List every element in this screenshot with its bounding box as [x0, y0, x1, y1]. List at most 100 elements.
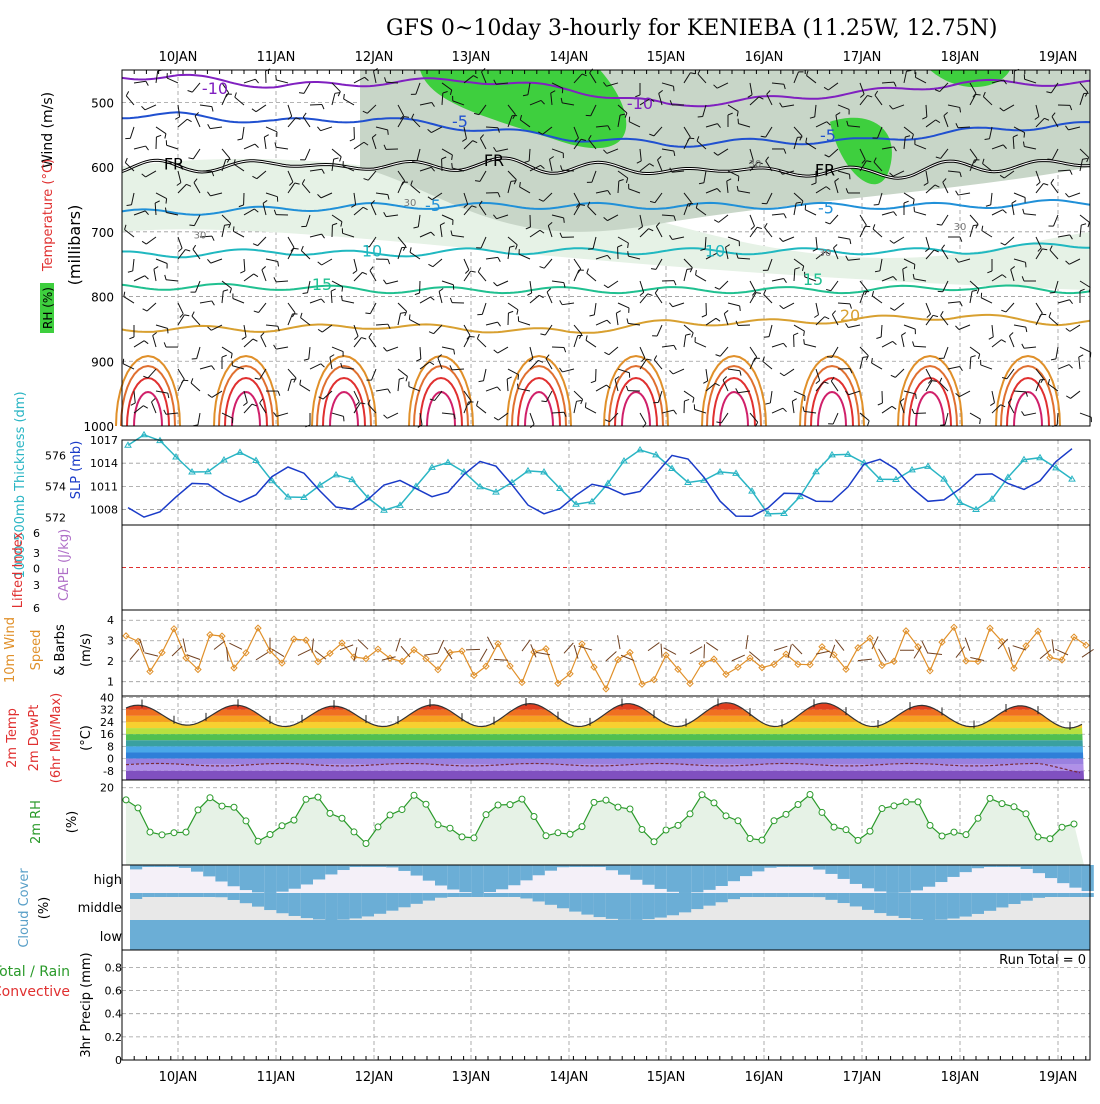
wind-barb: [881, 325, 882, 337]
wind-barb-flag: [687, 269, 692, 270]
wind10-barb: [564, 643, 573, 653]
wind-barb: [200, 301, 212, 303]
diurnal-contour: [720, 392, 748, 426]
wind-barb-flag: [696, 270, 697, 275]
cloud-mid-bar: [935, 893, 947, 920]
wind-barb: [420, 362, 430, 369]
cloud-mid-bar: [911, 893, 923, 919]
wind-barb-flag: [477, 334, 479, 339]
wind-barb-flag: [184, 315, 189, 316]
wind10-barb: [298, 649, 311, 655]
wind-barb-flag: [868, 421, 870, 426]
wind-barb: [860, 347, 868, 356]
wind-barb-flag: [892, 406, 896, 409]
wind10-barb: [928, 653, 942, 654]
wind-barb-flag: [651, 269, 656, 270]
precip-label-b: Convective: [0, 984, 70, 1000]
wind-barb: [370, 271, 376, 281]
contour-label: 15: [803, 270, 823, 289]
wind-barb-flag: [507, 377, 512, 379]
wind-barb-flag: [477, 401, 478, 406]
wind10-barb: [574, 645, 578, 658]
wind-barb-flag: [517, 310, 518, 315]
wind-barb: [370, 303, 376, 314]
wind-barb: [167, 78, 178, 83]
wind-barb: [608, 281, 618, 288]
wind-barb-flag: [300, 380, 301, 385]
pressure-tick: 700: [91, 226, 114, 240]
wind-barb: [706, 369, 708, 381]
cloud-high-bar: [472, 865, 484, 893]
wind-barb: [833, 413, 838, 424]
rh2m-point: [231, 804, 237, 810]
precip-tick: 0: [115, 1054, 122, 1067]
rh-contour-label: 30: [819, 248, 832, 259]
cloud-high-bar: [130, 865, 142, 869]
date-label-bottom: 17JAN: [843, 1070, 882, 1085]
cloud-high-bar: [1033, 865, 1045, 873]
rh2m-point: [159, 832, 165, 838]
cloud-mid-bar: [691, 893, 703, 909]
wind-barb-flag: [330, 355, 334, 358]
wind-barb: [222, 291, 223, 303]
wind-barb-flag: [400, 312, 405, 313]
wind10-barb: [835, 640, 844, 651]
wind-barb-flag: [674, 345, 676, 349]
wind-barb: [948, 302, 960, 303]
rh2m-point: [1059, 824, 1065, 830]
wind10-barb: [396, 638, 400, 651]
wind10-barb: [444, 647, 452, 659]
rh2m-point: [123, 797, 129, 803]
wind-barb-flag: [832, 311, 835, 315]
cloud-high-bar: [264, 865, 276, 893]
wind-barb: [222, 347, 232, 353]
wind-barb: [147, 303, 156, 311]
wind-barb-flag: [977, 289, 979, 294]
cloud-mid-bar: [947, 893, 959, 919]
wind-barb-flag: [783, 408, 787, 412]
wind-barb: [195, 116, 200, 127]
wind-barb-flag: [383, 347, 386, 351]
wind-barb: [724, 314, 728, 325]
wind10-barb: [315, 651, 326, 660]
rh-contour-label: 30: [404, 198, 417, 209]
wind-barb-flag: [126, 91, 128, 95]
wind-barb-flag: [764, 337, 769, 338]
wind-barb: [145, 105, 156, 110]
cape-ylabel-cape: CAPE (J/kg): [57, 529, 72, 601]
cloud-level-label: low: [100, 930, 123, 945]
wind-barb-flag: [779, 238, 782, 242]
wind-barb-flag: [237, 139, 242, 140]
wind-barb-flag: [235, 93, 237, 98]
contour-label: 20: [840, 306, 860, 325]
rh2m-point: [855, 837, 861, 843]
wind-barb-flag: [292, 313, 295, 317]
cloud-high-bar: [398, 865, 410, 871]
wind-barb-flag: [643, 423, 646, 427]
rh2m-point: [171, 830, 177, 836]
wind-barb-flag: [1001, 340, 1005, 343]
cloud-high-bar: [703, 865, 715, 890]
wind-barb-flag: [335, 93, 340, 94]
wind-barb-flag: [260, 399, 263, 403]
wind10-barb: [965, 638, 970, 651]
wind-barb-flag: [581, 399, 583, 404]
wind-barb-flag: [980, 419, 981, 424]
cloud-high-bar: [838, 865, 850, 879]
wind-barb-flag: [255, 79, 258, 83]
wind-barb: [398, 248, 402, 259]
wind-barb-flag: [212, 366, 215, 370]
wind-barb-flag: [1002, 377, 1007, 378]
wind-barb-flag: [912, 409, 914, 414]
cloud-mid-bar: [728, 893, 740, 899]
wind-barb: [640, 294, 648, 303]
wind-barb: [992, 391, 994, 403]
cloud-mid-bar: [996, 893, 1008, 907]
temp-band: [122, 704, 1090, 710]
cloud-high-bar: [459, 865, 471, 892]
wind-barb-flag: [403, 246, 405, 250]
upper-ylabel-mb: (millibars): [65, 205, 84, 286]
cloud-mid-bar: [703, 893, 715, 906]
wind10-tick: 3: [107, 635, 114, 648]
cloud-mid-bar: [398, 893, 410, 907]
